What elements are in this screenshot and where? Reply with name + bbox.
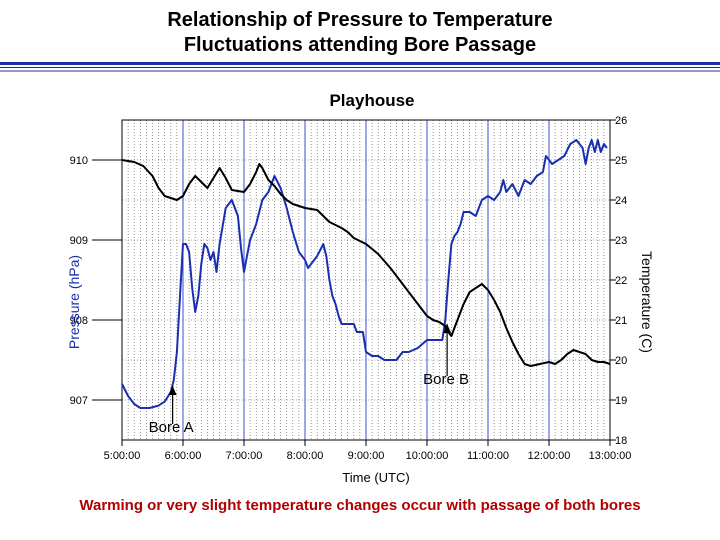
pressure-series-line	[121, 139, 608, 409]
left-tick-label: 908	[70, 315, 88, 327]
title-divider-shadow	[0, 70, 720, 72]
annotation-arrow-head	[443, 324, 452, 333]
x-axis-label: Time (UTC)	[342, 470, 409, 485]
right-tick-label: 24	[615, 195, 627, 207]
chart-labels: Playhouse Time (UTC) Pressure (hPa) Temp…	[66, 91, 655, 485]
chart-grid	[121, 119, 611, 441]
right-tick-label: 21	[615, 315, 627, 327]
right-axis-label: Temperature (C)	[639, 251, 655, 353]
slide-caption: Warming or very slight temperature chang…	[79, 497, 641, 514]
chart-title: Playhouse	[329, 91, 414, 110]
x-tick-label: 9:00:00	[348, 450, 385, 462]
right-tick-label: 25	[615, 155, 627, 167]
left-tick-label: 910	[70, 155, 88, 167]
x-tick-label: 8:00:00	[287, 450, 324, 462]
title-divider-thin	[0, 67, 720, 68]
x-tick-label: 12:00:00	[528, 450, 571, 462]
x-tick-label: 7:00:00	[226, 450, 263, 462]
slide-title-line-2: Fluctuations attending Bore Passage	[183, 34, 537, 56]
right-tick-label: 19	[615, 395, 627, 407]
annotation-arrow-head	[168, 386, 177, 395]
x-tick-label: 10:00:00	[406, 450, 449, 462]
slide-title: Relationship of Pressure to Temperature …	[0, 8, 720, 58]
left-axis-label: Pressure (hPa)	[66, 255, 82, 349]
annotation-label: Bore A	[149, 419, 194, 436]
x-tick-label: 13:00:00	[589, 450, 632, 462]
left-tick-label: 909	[70, 235, 88, 247]
right-tick-label: 22	[615, 275, 627, 287]
chart-ticks: 5:00:00 6:00:00 7:00:00 8:00:00 9:00:00 10:00…	[70, 115, 632, 462]
pressure-temperature-chart: 5:00:00 6:00:00 7:00:00 8:00:00 9:00:00 10:00…	[66, 91, 655, 485]
right-tick-label: 23	[615, 235, 627, 247]
left-tick-label: 907	[70, 395, 88, 407]
right-tick-label: 18	[615, 435, 627, 447]
x-tick-label: 5:00:00	[104, 450, 141, 462]
chart-series	[121, 139, 611, 409]
temperature-series-line	[121, 159, 611, 367]
annotation-label: Bore B	[423, 371, 469, 388]
right-tick-label: 20	[615, 355, 627, 367]
x-tick-label: 6:00:00	[165, 450, 202, 462]
x-tick-label: 11:00:00	[467, 450, 509, 462]
chart-annotations: Bore A Bore B	[149, 324, 469, 436]
right-tick-label: 26	[615, 115, 627, 127]
title-divider-thick	[0, 62, 720, 65]
slide-title-line-1: Relationship of Pressure to Temperature	[167, 9, 553, 31]
